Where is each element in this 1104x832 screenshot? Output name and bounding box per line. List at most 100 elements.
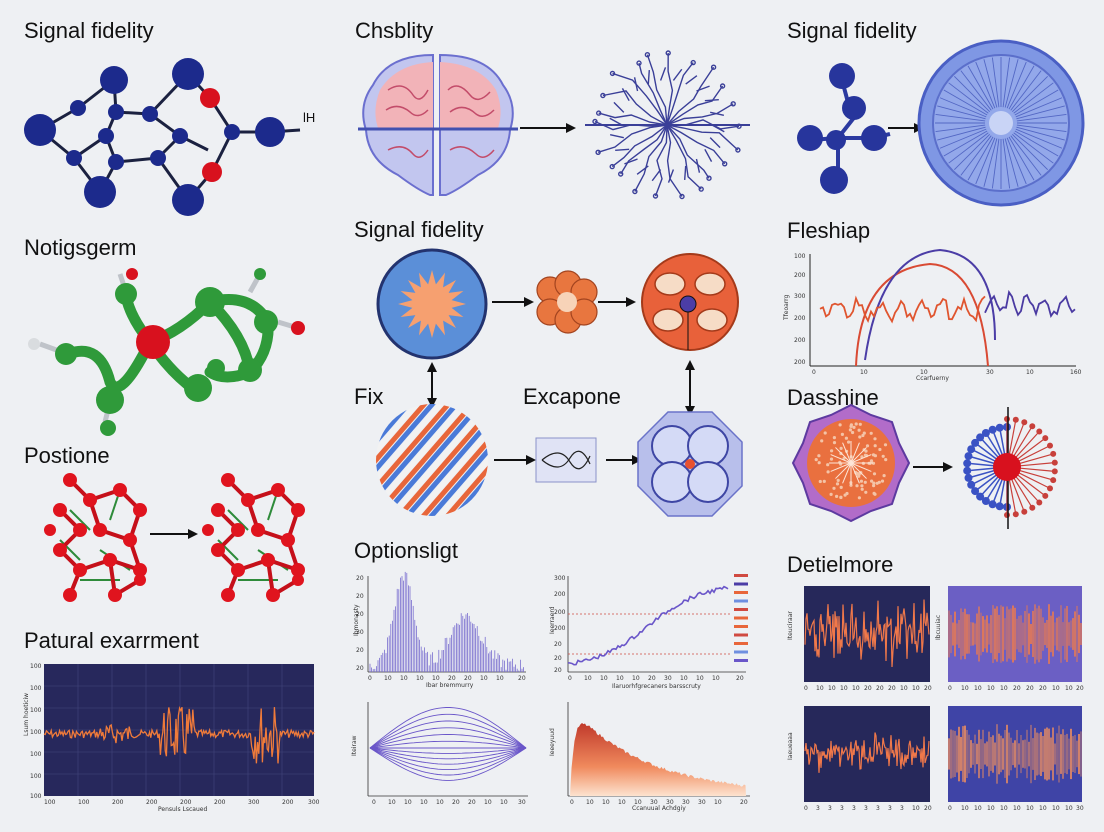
detielmore-title: Detielmore (787, 552, 894, 577)
excapone-title: Excapone (523, 384, 621, 409)
svg-text:0: 0 (368, 675, 372, 682)
svg-text:100: 100 (30, 685, 42, 692)
svg-text:10: 10 (852, 685, 860, 692)
svg-text:200: 200 (180, 799, 192, 806)
svg-text:100: 100 (30, 751, 42, 758)
svg-text:300: 300 (248, 799, 260, 806)
svg-text:10: 10 (384, 675, 392, 682)
lattice-molecule-pair (42, 471, 307, 604)
brain-diagram (358, 53, 518, 196)
svg-text:10: 10 (920, 369, 928, 376)
svg-text:30: 30 (682, 799, 690, 806)
svg-text:10: 10 (696, 675, 704, 682)
svg-text:200: 200 (794, 337, 806, 344)
fleshiap-x-label: Ccarfuerny (916, 375, 949, 382)
svg-text:20: 20 (740, 799, 748, 806)
svg-text:0: 0 (804, 685, 808, 692)
svg-text:100: 100 (44, 799, 56, 806)
svg-text:200: 200 (554, 591, 566, 598)
svg-text:3: 3 (900, 805, 904, 812)
svg-text:10: 10 (840, 685, 848, 692)
svg-text:100: 100 (30, 707, 42, 714)
detielmore-panel-3: Iaeueaaa 0 3 3 3 3 3 3 3 3 10 20 (787, 706, 932, 812)
svg-text:10: 10 (480, 675, 488, 682)
optionsligt-chart-4: Ieeeyuud 0 10 10 10 10 30 30 30 30 10 20… (549, 702, 750, 812)
svg-text:10: 10 (1000, 805, 1008, 812)
opt2-x-label: Ilaruorhfgrecaners barsscruty (612, 683, 701, 690)
svg-text:10: 10 (600, 675, 608, 682)
svg-text:20: 20 (356, 611, 364, 618)
svg-text:20: 20 (448, 675, 456, 682)
svg-text:20: 20 (648, 675, 656, 682)
svg-text:3: 3 (840, 805, 844, 812)
patural-x-label: Pensuls Lscaued (158, 806, 207, 813)
svg-text:10: 10 (634, 799, 642, 806)
svg-text:20: 20 (518, 675, 526, 682)
svg-text:30: 30 (986, 369, 994, 376)
svg-text:0: 0 (568, 675, 572, 682)
arrow-icon-chsblity (520, 123, 576, 133)
svg-text:20: 20 (736, 675, 744, 682)
svg-text:20: 20 (464, 675, 472, 682)
dasshine-title: Dasshine (787, 385, 879, 410)
svg-text:3: 3 (828, 805, 832, 812)
optionsligt-chart-2: Ieerraerd 300 200 200 200 20 20 20 0 10 … (549, 574, 748, 690)
det4-x-ticks: 0 10 10 10 10 10 10 10 10 10 30 (948, 805, 1084, 812)
svg-text:10: 10 (400, 675, 408, 682)
detielmore-panel-1: Iteuciraar 0 10 10 10 10 20 20 20 10 10 … (787, 586, 932, 692)
opt4-x-ticks: 0 10 10 10 10 30 30 30 30 10 20 (570, 799, 748, 806)
svg-text:10: 10 (1052, 805, 1060, 812)
svg-text:10: 10 (912, 685, 920, 692)
svg-text:10: 10 (500, 799, 508, 806)
svg-text:3: 3 (876, 805, 880, 812)
det1-x-ticks: 0 10 10 10 10 20 20 20 10 10 20 (804, 685, 932, 692)
svg-text:10: 10 (1065, 685, 1073, 692)
svg-text:200: 200 (794, 272, 806, 279)
patural-x-ticks: 100 100 200 200 200 200 300 200 300 (44, 799, 320, 806)
svg-text:20: 20 (468, 799, 476, 806)
svg-text:200: 200 (112, 799, 124, 806)
lh-label: lH (303, 110, 315, 125)
svg-text:0: 0 (948, 805, 952, 812)
svg-text:3: 3 (816, 805, 820, 812)
svg-text:100: 100 (794, 253, 806, 260)
svg-text:30: 30 (664, 675, 672, 682)
opt2-y-label: Ieerraerd (549, 606, 556, 634)
svg-text:10: 10 (1039, 805, 1047, 812)
dasshine-diagram (791, 403, 1058, 529)
svg-text:3: 3 (852, 805, 856, 812)
svg-text:20: 20 (356, 593, 364, 600)
svg-text:300: 300 (308, 799, 320, 806)
optionsligt-chart-1: Ibmonasty 20 20 20 30 20 20 0 10 10 10 1… (353, 571, 526, 689)
svg-text:10: 10 (712, 675, 720, 682)
patural-chart: Lsum hoeticiw 100 100 100 100 100 100 10… (23, 663, 320, 813)
det1-y-label: Iteuciraar (787, 611, 794, 640)
det3-y-label: Iaeueaaa (787, 732, 794, 760)
optionsligt-title: Optionsligt (354, 538, 458, 563)
svg-text:200: 200 (282, 799, 294, 806)
svg-text:10: 10 (602, 799, 610, 806)
opt2-x-ticks: 0 10 10 10 10 20 30 10 10 10 20 (568, 675, 744, 682)
svg-text:20: 20 (1013, 685, 1021, 692)
patural-y-ticks: 100 100 100 100 100 100 100 (30, 663, 42, 800)
svg-text:300: 300 (554, 575, 566, 582)
notigsgerm-title: Notigsgerm (24, 235, 137, 260)
svg-text:10: 10 (1026, 369, 1034, 376)
svg-text:0: 0 (570, 799, 574, 806)
svg-text:20: 20 (356, 575, 364, 582)
svg-text:20: 20 (452, 799, 460, 806)
svg-text:100: 100 (30, 793, 42, 800)
svg-text:10: 10 (416, 675, 424, 682)
svg-text:20: 20 (876, 685, 884, 692)
svg-text:20: 20 (356, 665, 364, 672)
opt1-y-ticks: 20 20 20 30 20 20 (356, 575, 364, 672)
svg-text:10: 10 (680, 675, 688, 682)
svg-text:30: 30 (650, 799, 658, 806)
svg-text:20: 20 (888, 685, 896, 692)
svg-text:200: 200 (146, 799, 158, 806)
opt3-x-ticks: 0 10 10 10 10 20 20 10 10 30 (372, 799, 526, 806)
svg-text:10: 10 (496, 675, 504, 682)
opt4-y-label: Ieeeyuud (549, 728, 556, 756)
svg-text:10: 10 (1026, 805, 1034, 812)
svg-text:0: 0 (812, 369, 816, 376)
